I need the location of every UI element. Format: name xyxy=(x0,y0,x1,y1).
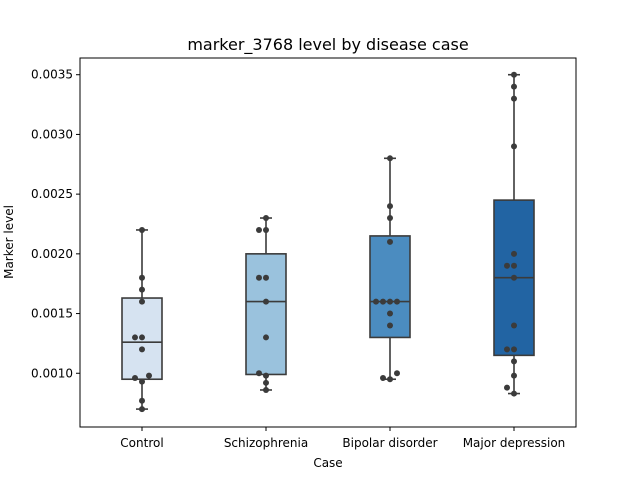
data-point xyxy=(132,375,138,382)
data-point xyxy=(263,298,269,305)
y-tick-label: 0.0020 xyxy=(31,247,73,261)
data-point xyxy=(146,372,152,379)
x-axis-label: Case xyxy=(313,456,342,470)
data-point xyxy=(511,83,517,90)
data-point xyxy=(139,226,145,233)
data-point xyxy=(511,250,517,257)
data-point xyxy=(511,143,517,150)
box-group xyxy=(121,226,163,413)
data-point xyxy=(139,346,145,353)
data-point xyxy=(139,298,145,305)
chart-title: marker_3768 level by disease case xyxy=(187,35,468,55)
y-tick-label: 0.0010 xyxy=(31,366,73,380)
data-point xyxy=(504,384,510,391)
y-tick-label: 0.0030 xyxy=(31,127,73,141)
data-point xyxy=(511,95,517,102)
x-tick-label: Major depression xyxy=(463,436,566,450)
data-point xyxy=(263,334,269,341)
data-point xyxy=(380,298,386,305)
data-point xyxy=(511,372,517,379)
data-point xyxy=(387,215,393,222)
data-point xyxy=(139,334,145,341)
y-tick-label: 0.0035 xyxy=(31,68,73,82)
data-point xyxy=(387,322,393,329)
box-iqr xyxy=(369,235,411,339)
data-point xyxy=(511,358,517,365)
data-point xyxy=(139,406,145,413)
data-point xyxy=(263,379,269,386)
data-point xyxy=(263,226,269,233)
data-point xyxy=(387,203,393,210)
data-point xyxy=(373,298,379,305)
data-point xyxy=(387,376,393,383)
x-tick-label: Control xyxy=(120,436,163,450)
data-point xyxy=(256,274,262,281)
data-point xyxy=(511,262,517,269)
data-point xyxy=(263,386,269,393)
data-point xyxy=(394,298,400,305)
box-group xyxy=(493,71,535,397)
data-point xyxy=(387,298,393,305)
box-group xyxy=(369,155,411,383)
data-point xyxy=(511,322,517,329)
data-point xyxy=(380,375,386,382)
data-point xyxy=(511,346,517,353)
data-point xyxy=(511,390,517,397)
x-tick-label: Bipolar disorder xyxy=(342,436,437,450)
data-point xyxy=(511,71,517,78)
data-point xyxy=(263,372,269,379)
data-point xyxy=(139,397,145,404)
data-point xyxy=(256,226,262,233)
data-point xyxy=(511,274,517,281)
data-point xyxy=(139,378,145,385)
data-point xyxy=(139,274,145,281)
x-tick-label: Schizophrenia xyxy=(224,436,308,450)
data-point xyxy=(387,155,393,162)
data-point xyxy=(387,310,393,317)
data-point xyxy=(504,346,510,353)
box-iqr xyxy=(245,253,287,376)
y-axis-label: Marker level xyxy=(2,205,16,279)
box-group xyxy=(245,215,287,393)
data-point xyxy=(132,334,138,341)
plot-frame xyxy=(79,57,577,428)
data-point xyxy=(263,274,269,281)
plot-area xyxy=(121,71,535,413)
y-tick-label: 0.0015 xyxy=(31,307,73,321)
data-point xyxy=(256,370,262,377)
y-tick-label: 0.0025 xyxy=(31,187,73,201)
data-point xyxy=(387,238,393,245)
data-point xyxy=(504,262,510,269)
data-point xyxy=(394,370,400,377)
data-point xyxy=(263,215,269,222)
data-point xyxy=(139,286,145,293)
